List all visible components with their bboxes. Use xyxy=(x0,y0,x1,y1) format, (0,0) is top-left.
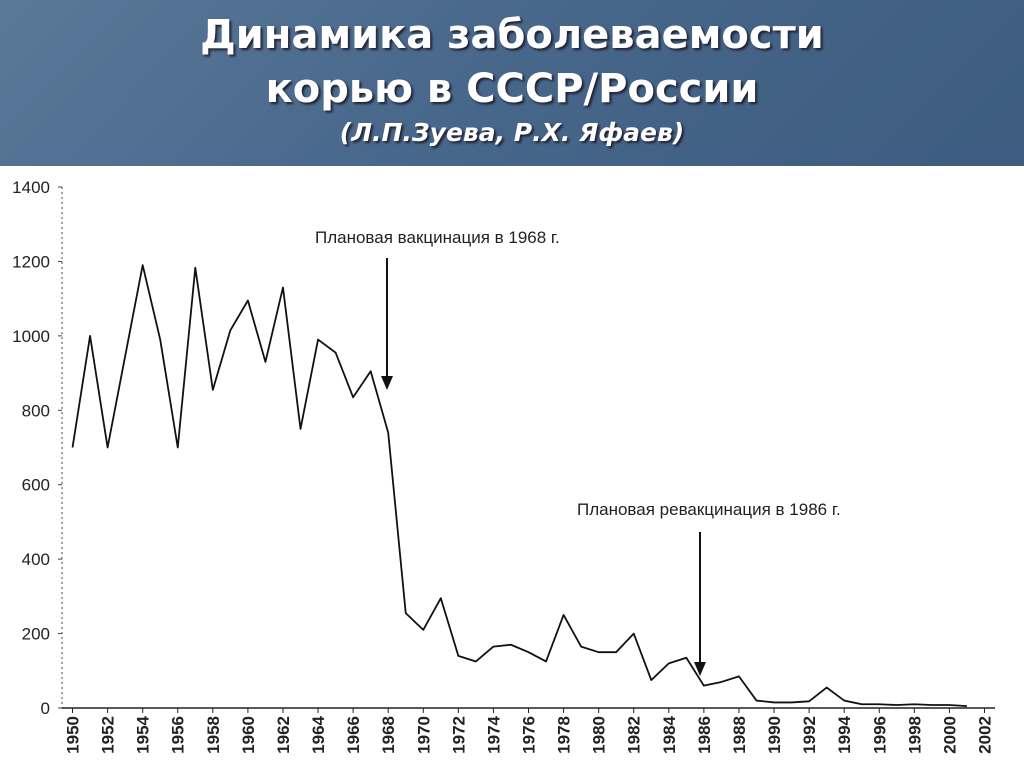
header: Динамика заболеваемости корью в СССР/Рос… xyxy=(0,0,1024,166)
x-tick-label: 1978 xyxy=(555,716,574,754)
title-line: корью в СССР/России xyxy=(265,66,759,112)
y-tick-label: 800 xyxy=(22,401,50,420)
x-tick-label: 2002 xyxy=(975,716,994,754)
y-tick-label: 400 xyxy=(22,550,50,569)
title-line: Динамика заболеваемости xyxy=(200,12,824,58)
x-tick-label: 1988 xyxy=(730,716,749,754)
x-tick-label: 1992 xyxy=(800,716,819,754)
y-tick-label: 1200 xyxy=(12,252,50,271)
x-tick-label: 1976 xyxy=(520,716,539,754)
x-tick-label: 1968 xyxy=(379,716,398,754)
y-tick-label: 0 xyxy=(41,699,50,718)
x-tick-label: 1950 xyxy=(64,716,83,754)
x-tick-label: 1960 xyxy=(239,716,258,754)
x-tick-label: 1998 xyxy=(905,716,924,754)
x-tick-label: 1952 xyxy=(99,716,118,754)
y-tick-label: 600 xyxy=(22,476,50,495)
x-tick-label: 1974 xyxy=(484,715,503,753)
y-tick-label: 1400 xyxy=(12,178,50,197)
annotation: Плановая вакцинация в 1968 г. xyxy=(315,228,560,247)
arrow-head xyxy=(694,662,706,676)
subtitle: (Л.П.Зуева, Р.Х. Яфаев) xyxy=(339,118,685,147)
x-tick-label: 1994 xyxy=(835,715,854,753)
line xyxy=(71,264,967,708)
x-tick-label: 2000 xyxy=(940,716,959,754)
x-tick-label: 1964 xyxy=(309,715,328,753)
x-tick-label: 1982 xyxy=(625,716,644,754)
x-tick-label: 1990 xyxy=(765,716,784,754)
x-tick-label: 1954 xyxy=(134,715,153,753)
x-tick-label: 1962 xyxy=(274,716,293,754)
x-tick-label: 1986 xyxy=(695,716,714,754)
annotation: Плановая ревакцинация в 1986 г. xyxy=(577,500,841,519)
x-tick-label: 1958 xyxy=(204,716,223,754)
y-tick-label: 200 xyxy=(22,625,50,644)
x-tick-label: 1956 xyxy=(169,716,188,754)
x-tick-label: 1966 xyxy=(344,716,363,754)
x-tick-label: 1980 xyxy=(590,716,609,754)
x-tick-label: 1984 xyxy=(660,715,679,753)
x-tick-label: 1970 xyxy=(414,716,433,754)
x-tick-label: 1996 xyxy=(870,716,889,754)
y-tick-label: 1000 xyxy=(12,327,50,346)
chart: Плановая вакцинация в 1968 г. Плановая р… xyxy=(12,178,995,754)
arrow-head xyxy=(381,376,393,390)
x-tick-label: 1972 xyxy=(449,716,468,754)
